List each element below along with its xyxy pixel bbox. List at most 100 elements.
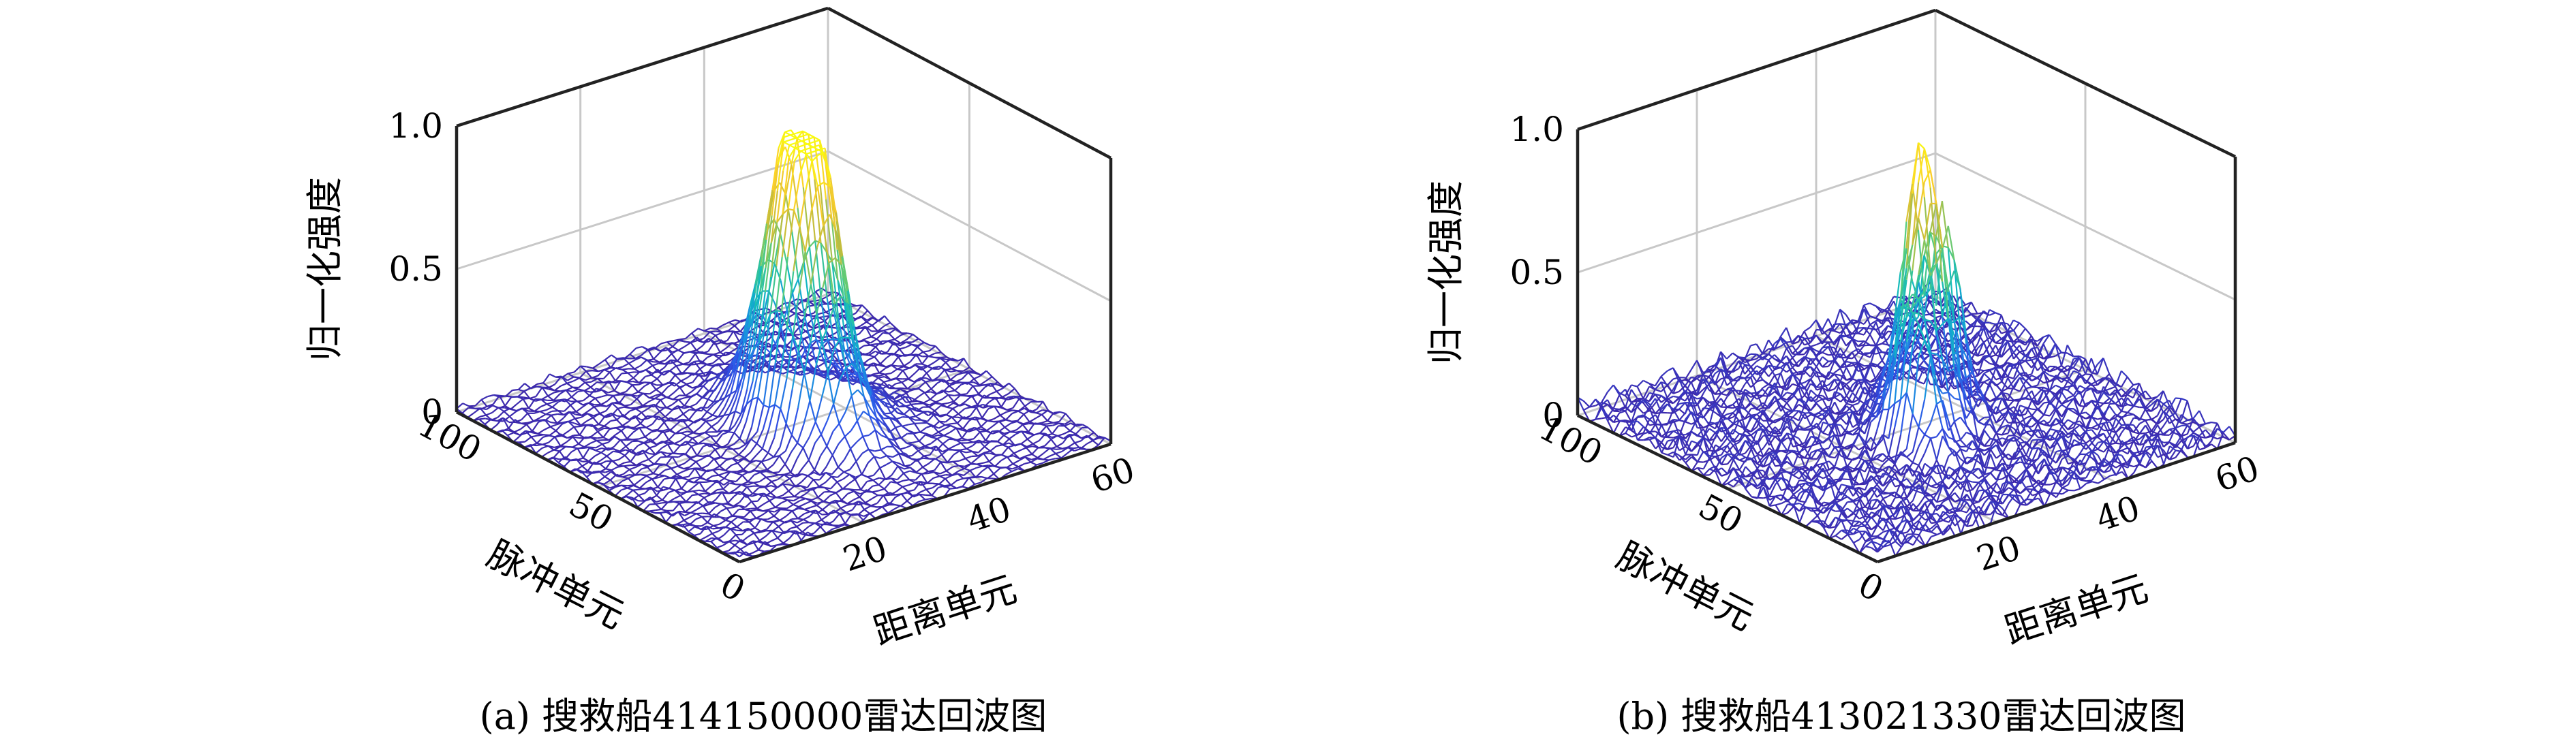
surface-mesh-segment [690,403,697,408]
surface-mesh-segment [701,407,708,413]
surface-mesh-segment [626,431,634,439]
surface-mesh-segment [675,478,682,490]
surface-mesh-segment [642,458,649,463]
surface-mesh-segment [715,332,722,336]
surface-mesh-segment [740,389,748,415]
surface-mesh-segment [899,341,907,347]
panel-b-chart: 0 0.5 1.0 0 50 100 20 40 60 归一化强度 脉冲单元 距… [1424,8,2264,738]
surface-mesh-segment [740,362,749,391]
surface-mesh-segment [643,392,650,399]
surface-mesh-segment [696,385,705,394]
surface-mesh-segment [830,481,838,490]
surface-mesh-segment [658,475,665,479]
surface-mesh-segment [551,414,558,424]
surface-mesh-segment [641,349,649,356]
surface-mesh-segment [786,210,795,257]
surface-mesh-segment [872,477,880,482]
surface-mesh-segment [878,478,886,486]
surface-mesh-segment [729,321,735,327]
surface-mesh-segment [720,448,728,458]
surface-mesh-segment [496,417,504,426]
surface-mesh-segment [731,347,739,352]
back-wall-grid-line [1577,152,1936,274]
surface-mesh-segment [713,353,720,359]
surface-mesh-segment [604,479,611,485]
surface-mesh-segment [651,364,659,373]
surface-mesh-segment [536,385,542,388]
surface-mesh-segment [838,467,844,473]
surface-mesh-segment [1054,411,1060,414]
surface-mesh-segment [656,494,663,501]
surface-mesh-segment [641,463,648,469]
surface-mesh-segment [592,363,600,369]
surface-mesh-segment [724,382,733,398]
surface-mesh-segment [840,504,847,509]
surface-mesh-segment [497,411,505,418]
surface-mesh-segment [638,381,645,385]
surface-mesh-segment [780,408,787,424]
surface-mesh-segment [672,456,679,458]
surface-mesh-segment [484,418,492,425]
surface-mesh-segment [1026,438,1034,445]
surface-mesh-segment [503,411,510,418]
surface-mesh-segment [936,438,944,445]
surface-mesh-segment [785,164,793,195]
surface-mesh-segment [855,304,863,314]
surface-mesh-segment [957,408,966,415]
surface-mesh-segment [480,399,488,407]
surface-mesh-segment [709,331,716,336]
surface-mesh-segment [620,430,628,439]
surface-mesh-segment [628,477,635,486]
surface-mesh-segment [505,395,512,398]
surface-mesh-segment [594,461,600,465]
surface-mesh-segment [728,325,735,332]
surface-mesh-segment [609,371,616,381]
surface-mesh-segment [673,443,681,447]
surface-mesh-segment [700,411,708,420]
surface-mesh-segment [652,464,660,474]
surface-mesh-segment [799,492,807,499]
surface-mesh-segment [702,505,709,515]
surface-mesh-segment [892,353,899,358]
surface-mesh-segment [902,367,910,371]
surface-mesh-segment [579,371,587,379]
surface-mesh-segment [900,388,907,394]
surface-mesh-segment [718,407,726,418]
surface-mesh-segment [919,381,926,388]
surface-mesh-segment [814,421,823,435]
surface-mesh-segment [651,415,660,425]
surface-mesh-segment [941,394,949,400]
surface-mesh-segment [754,518,762,529]
surface-mesh-segment [951,422,957,425]
surface-mesh-segment [625,441,633,447]
surface-mesh-segment [699,477,707,481]
surface-mesh-segment [722,431,729,435]
surface-mesh-segment [676,363,683,367]
surface-mesh-segment [791,407,799,436]
surface-mesh-segment [692,435,699,439]
surface-mesh-segment [951,416,958,424]
surface-mesh-segment [882,383,889,390]
surface-mesh-segment [704,431,711,437]
surface-mesh-segment [1037,458,1044,460]
surface-mesh-segment [876,338,883,345]
surface-mesh-segment [600,447,608,454]
surface-mesh-segment [802,437,810,449]
surface-mesh-segment [546,406,553,411]
axis-edge [456,6,829,128]
surface-mesh-segment [763,345,771,353]
surface-mesh-segment [883,321,891,327]
surface-mesh-segment [654,398,661,401]
surface-mesh-segment [734,320,741,327]
surface-mesh-segment [797,513,805,520]
surface-mesh-segment [540,403,547,408]
surface-mesh-segment [845,373,852,377]
surface-mesh-segment [651,430,658,433]
surface-mesh-segment [660,451,667,458]
surface-mesh-segment [881,506,889,514]
surface-mesh-segment [977,446,985,454]
surface-mesh-segment [853,496,860,501]
surface-mesh-segment [655,503,662,510]
surface-mesh-segment [776,497,782,499]
surface-mesh-segment [901,492,908,495]
